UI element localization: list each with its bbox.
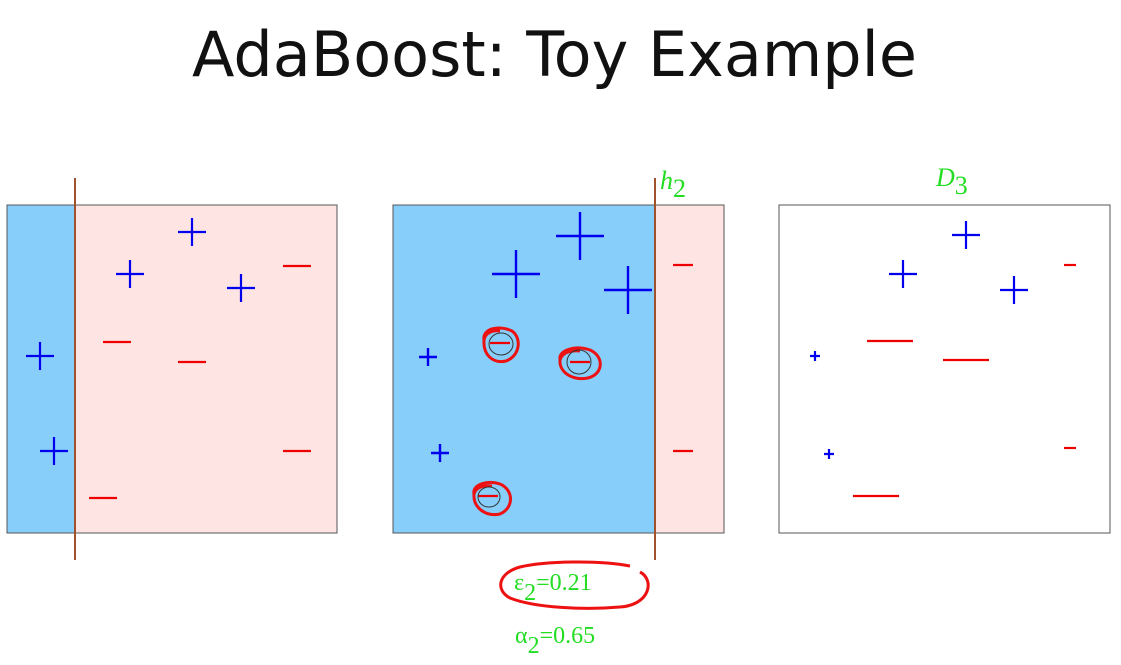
panel2-label: h2 [660, 166, 686, 203]
misclassified-circle-mark [482, 326, 520, 364]
panel3-border [778, 204, 1111, 534]
misclassified-pen-circle [477, 486, 501, 508]
slide-title: AdaBoost: Toy Example [192, 18, 917, 91]
panel1-negative-region [75, 205, 337, 533]
panel2-positive-point-small [431, 444, 449, 462]
misclassified-pen-circle [566, 349, 592, 375]
panel3-positive-point-small [810, 351, 820, 361]
panel1-positive-point [26, 342, 54, 370]
panel1-positive-point [116, 260, 144, 288]
misclassified-circle-mark [558, 346, 602, 381]
error-circle-mark [499, 560, 650, 610]
panel3-positive-point [952, 221, 980, 249]
panel3-positive-point [1000, 276, 1028, 304]
panel-round-2: h2 ε2=0.21 α2=0.65 [392, 166, 725, 659]
panel2-positive-point-large [556, 212, 604, 260]
panel2-positive-region [393, 205, 655, 533]
panel2-positive-point-small [419, 348, 437, 366]
misclassified-circle-mark [472, 480, 512, 517]
panel1-positive-point [227, 274, 255, 302]
panel2-error-value: ε2=0.21 [514, 570, 592, 606]
panel1-positive-point [178, 218, 206, 246]
panel2-alpha-value: α2=0.65 [515, 623, 595, 659]
panel3-label: D3 [935, 163, 968, 200]
misclassified-pen-circle [488, 332, 514, 356]
panel2-negative-region [655, 205, 724, 533]
panel1-border [6, 204, 338, 534]
panel-distribution-3: D3 [778, 163, 1111, 534]
panel3-positive-point-small [824, 449, 834, 459]
panel3-positive-point [889, 260, 917, 288]
panel1-positive-point [40, 437, 68, 465]
panel2-border [392, 204, 725, 534]
panel2-positive-point-large [492, 250, 540, 298]
panel-round-1 [6, 178, 338, 560]
panel2-positive-point-large [604, 266, 652, 314]
